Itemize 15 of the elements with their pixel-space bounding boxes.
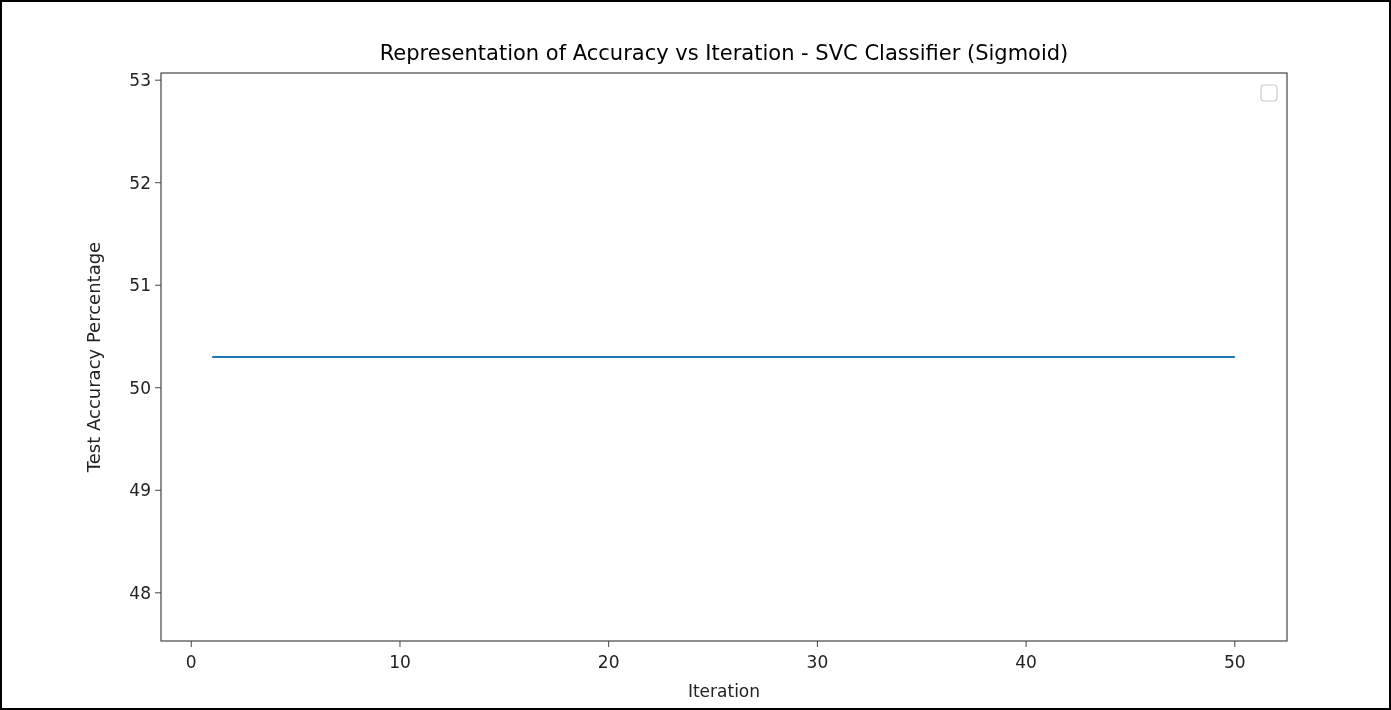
y-tick-label: 49	[129, 480, 151, 501]
x-axis-title: Iteration	[687, 681, 761, 701]
y-tick-label: 48	[129, 582, 151, 603]
y-tick-label: 53	[129, 70, 151, 91]
x-tick-label: 30	[806, 652, 829, 672]
x-tick-label: 0	[185, 652, 197, 672]
y-tick-label: 50	[129, 377, 151, 398]
x-tick-label: 40	[1015, 652, 1037, 672]
y-axis-title: Test Accuracy Percentage	[83, 241, 104, 474]
x-tick-label: 50	[1224, 652, 1246, 672]
x-tick-label: 10	[389, 652, 411, 672]
x-tick-label: 20	[597, 652, 620, 672]
y-tick-label: 51	[129, 275, 151, 296]
y-tick-label: 52	[129, 172, 151, 193]
chart-title: Representation of Accuracy vs Iteration - SVC Classifier (Sigmoid)	[379, 41, 1069, 65]
